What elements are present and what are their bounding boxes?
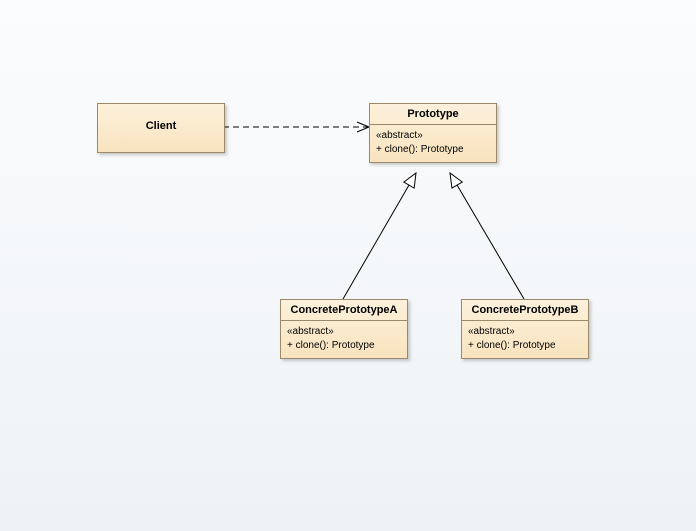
class-concreteB-method: + clone(): Prototype (468, 339, 582, 353)
class-concreteB-stereotype: «abstract» (468, 325, 582, 339)
class-concreteB-title: ConcretePrototypeB (462, 300, 588, 321)
edge-concreteB-prototype (450, 173, 524, 299)
class-concreteA-method: + clone(): Prototype (287, 339, 401, 353)
class-concreteB: ConcretePrototypeB «abstract» + clone():… (461, 299, 589, 359)
class-concreteB-body: «abstract» + clone(): Prototype (462, 321, 588, 357)
class-client: Client (97, 103, 225, 153)
class-prototype-stereotype: «abstract» (376, 129, 490, 143)
diagram-canvas: Client Prototype «abstract» + clone(): P… (0, 0, 696, 531)
class-prototype-body: «abstract» + clone(): Prototype (370, 125, 496, 161)
class-prototype: Prototype «abstract» + clone(): Prototyp… (369, 103, 497, 163)
class-concreteA-stereotype: «abstract» (287, 325, 401, 339)
edge-concreteA-prototype (343, 173, 416, 299)
class-prototype-method: + clone(): Prototype (376, 143, 490, 157)
class-prototype-title: Prototype (370, 104, 496, 125)
class-concreteA-body: «abstract» + clone(): Prototype (281, 321, 407, 357)
class-concreteA: ConcretePrototypeA «abstract» + clone():… (280, 299, 408, 359)
edges-layer (0, 0, 696, 531)
class-concreteA-title: ConcretePrototypeA (281, 300, 407, 321)
class-client-title: Client (98, 104, 224, 136)
